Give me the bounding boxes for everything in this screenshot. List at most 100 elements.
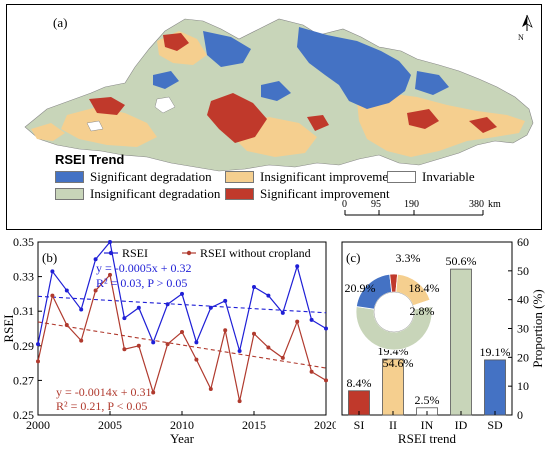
data-point <box>266 345 271 350</box>
legend-swatch <box>387 171 416 183</box>
legend-swatch <box>225 171 254 183</box>
map-zone-sig-degradation <box>261 81 291 101</box>
data-point <box>64 323 69 328</box>
data-point <box>36 342 40 347</box>
panel-tag-b: (b) <box>42 250 57 265</box>
donut-slice-label: 2.8% <box>410 304 435 318</box>
x-tick-label: II <box>389 418 397 432</box>
data-point <box>223 298 228 303</box>
data-point <box>151 340 156 345</box>
legend-item-invariable: Invariable <box>387 169 475 185</box>
data-point <box>324 326 328 331</box>
y-tick-label: 10 <box>517 379 529 393</box>
data-point <box>180 329 184 334</box>
donut-hole <box>373 291 415 333</box>
data-point <box>93 288 98 293</box>
map-zone-insig-improvement <box>31 123 65 141</box>
data-point <box>136 343 141 348</box>
data-point <box>122 316 127 321</box>
data-point <box>266 293 271 298</box>
x-tick-label: 2020 <box>314 418 336 432</box>
donut-slice-label: 54.6% <box>383 356 414 370</box>
y-axis-label: RSEI <box>1 314 16 342</box>
data-point <box>194 357 199 362</box>
data-point <box>108 272 112 277</box>
data-point <box>237 348 242 353</box>
legend-item-sig-improvement: Significant improvement <box>225 186 390 202</box>
y-axis-label: Proportion (%) <box>530 289 545 367</box>
legend-marker <box>186 250 192 256</box>
x-axis-label: RSEI trend <box>398 431 457 446</box>
data-point <box>165 342 170 347</box>
data-point <box>208 305 213 310</box>
legend-label: Significant improvement <box>260 186 390 201</box>
legend-label: Insignificant degradation <box>90 186 221 201</box>
x-tick-label: 2015 <box>242 418 266 432</box>
panel-tag-a: (a) <box>53 15 68 30</box>
bar-value-label: 19.1% <box>480 345 511 359</box>
x-tick-label: SD <box>487 418 503 432</box>
y-tick-label: 0.27 <box>13 373 34 387</box>
data-point <box>108 240 112 244</box>
donut-slice-label: 3.3% <box>396 251 421 265</box>
trend-equation: y = -0.0005x + 0.32 <box>96 261 192 275</box>
data-point <box>237 399 242 404</box>
data-point <box>93 257 98 262</box>
legend-marker <box>108 250 114 256</box>
x-tick-label: SI <box>354 418 365 432</box>
map-zone-sig-degradation <box>297 27 411 109</box>
line-chart-b: 0.25 0.27 0.29 0.31 0.33 0.35 2000 2005 2010 2015… <box>1 235 336 446</box>
map-zone-insig-improvement <box>357 93 525 157</box>
data-point <box>324 378 328 383</box>
trendline <box>37 321 327 369</box>
legend-item-sig-degradation: Significant degradation <box>55 169 212 185</box>
data-point <box>64 288 69 293</box>
map-zone-insig-improvement <box>61 107 157 147</box>
data-point <box>208 387 213 392</box>
trend-equation: y = -0.0014x + 0.31 <box>56 385 152 399</box>
legend-item-insig-improvement: Insignificant improvement <box>225 169 398 185</box>
data-point <box>165 302 170 307</box>
y-tick-label: 20 <box>517 350 529 364</box>
y-tick-label: 0.35 <box>13 235 34 249</box>
legend-label: Invariable <box>422 169 475 184</box>
data-point <box>151 390 156 395</box>
data-point <box>122 347 127 352</box>
data-point <box>280 310 285 315</box>
x-tick-label: 2010 <box>170 418 194 432</box>
scale-tick-label: 190 <box>404 199 419 210</box>
donut-slice-label: 20.9% <box>345 281 376 295</box>
data-point <box>252 284 256 289</box>
y-tick-label: 0.25 <box>13 408 34 422</box>
data-point <box>50 269 55 274</box>
map-zone-sig-improvement <box>163 33 189 51</box>
map-zone-sig-improvement <box>207 93 267 143</box>
y-tick-label: 60 <box>517 235 529 249</box>
map-zone-sig-degradation <box>203 31 251 67</box>
y-tick-label: 0.29 <box>13 339 34 353</box>
scale-tick-label: 0 <box>342 199 347 210</box>
donut-slice-label: 18.4% <box>409 281 440 295</box>
data-point <box>309 317 314 322</box>
map-zone-sig-improvement <box>469 117 497 133</box>
x-tick-label: ID <box>455 418 468 432</box>
bar-value-label: 8.4% <box>347 376 372 390</box>
data-point <box>194 340 199 345</box>
scale-tick-label: 380 <box>469 199 484 210</box>
legend-swatch <box>55 188 84 200</box>
y-tick-label: 0.31 <box>13 304 34 318</box>
legend-label: RSEI without cropland <box>200 246 311 260</box>
data-point <box>36 359 40 364</box>
north-label: N <box>518 33 524 42</box>
x-tick-label: IN <box>421 418 434 432</box>
data-point <box>79 307 84 312</box>
bar-chart-c: 0 10 20 30 40 50 60 Proportion (%) RSEI trend (c)… <box>341 235 545 446</box>
legend-title: RSEI Trend <box>55 152 125 167</box>
legend-item-insig-degradation: Insignificant degradation <box>55 186 220 202</box>
bar-value-label: 50.6% <box>446 254 477 268</box>
data-point <box>223 328 228 333</box>
x-axis-label: Year <box>170 431 195 446</box>
data-point <box>309 369 314 374</box>
data-point <box>295 264 300 269</box>
trend-stats: R² = 0.21, P < 0.05 <box>56 399 147 413</box>
